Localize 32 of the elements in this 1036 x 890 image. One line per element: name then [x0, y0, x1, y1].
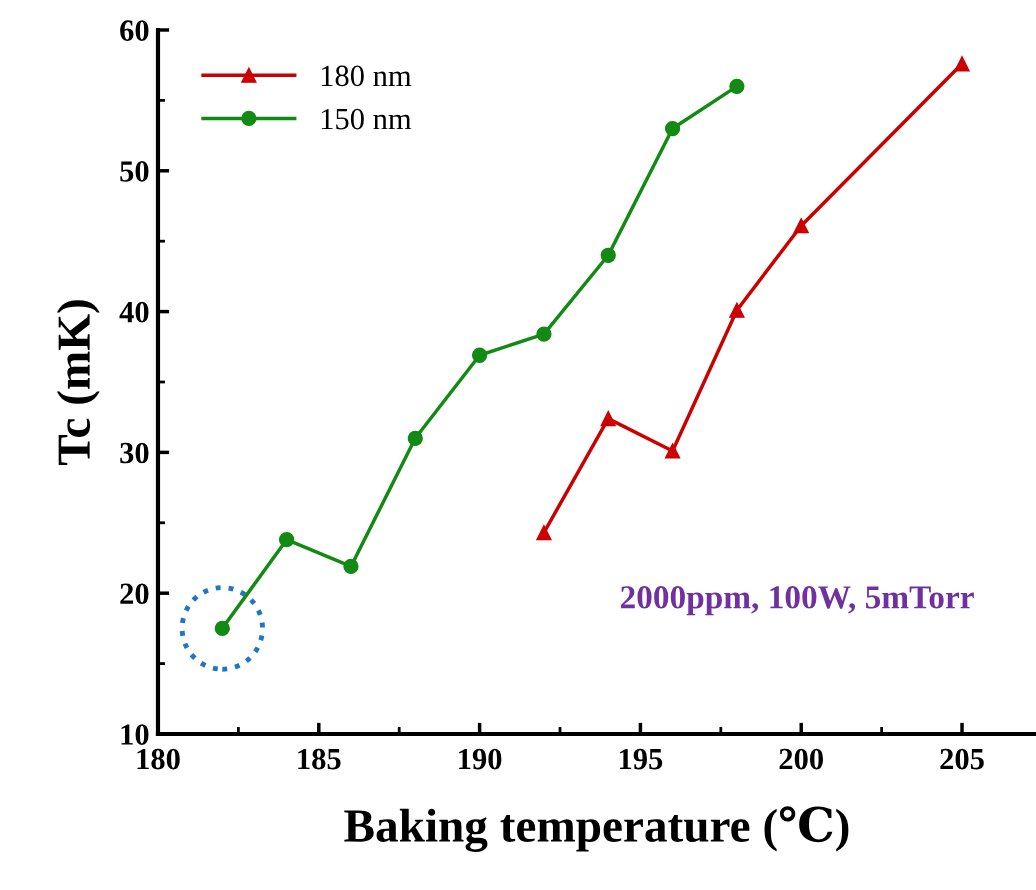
point — [407, 430, 423, 446]
point — [664, 120, 681, 137]
x-tick-label: 205 — [940, 748, 984, 770]
x-tick-label: 190 — [459, 748, 502, 770]
x-tick-label: 180 — [137, 748, 180, 770]
x-axis-title: Baking temperature (℃) — [344, 806, 849, 852]
point — [729, 302, 745, 318]
y-tick-label: 50 — [120, 161, 149, 182]
point — [600, 247, 616, 263]
point — [343, 558, 359, 575]
x-tick-label: 195 — [619, 748, 663, 770]
y-tick-label: 60 — [120, 20, 149, 41]
point — [954, 56, 970, 72]
y-axis-title: Tc (mK) — [56, 300, 100, 465]
point — [536, 326, 552, 342]
y-tick-label: 30 — [120, 442, 149, 464]
annotation: 2000ppm, 100W, 5mTorr — [620, 586, 974, 616]
y-tick-label: 40 — [119, 301, 149, 323]
x-tick-label: 200 — [779, 748, 823, 770]
point — [278, 532, 295, 548]
y-tick-label: 20 — [120, 583, 149, 605]
y-tick-label: 10 — [121, 724, 149, 745]
point — [729, 78, 745, 94]
legend-label: 150 nm — [321, 108, 412, 130]
x-tick-label: 185 — [298, 748, 341, 770]
point — [664, 443, 681, 459]
legend-label: 180 nm — [321, 65, 412, 87]
point — [214, 620, 230, 637]
point — [536, 525, 552, 541]
point — [471, 347, 488, 363]
point — [600, 410, 616, 427]
point — [793, 218, 809, 234]
